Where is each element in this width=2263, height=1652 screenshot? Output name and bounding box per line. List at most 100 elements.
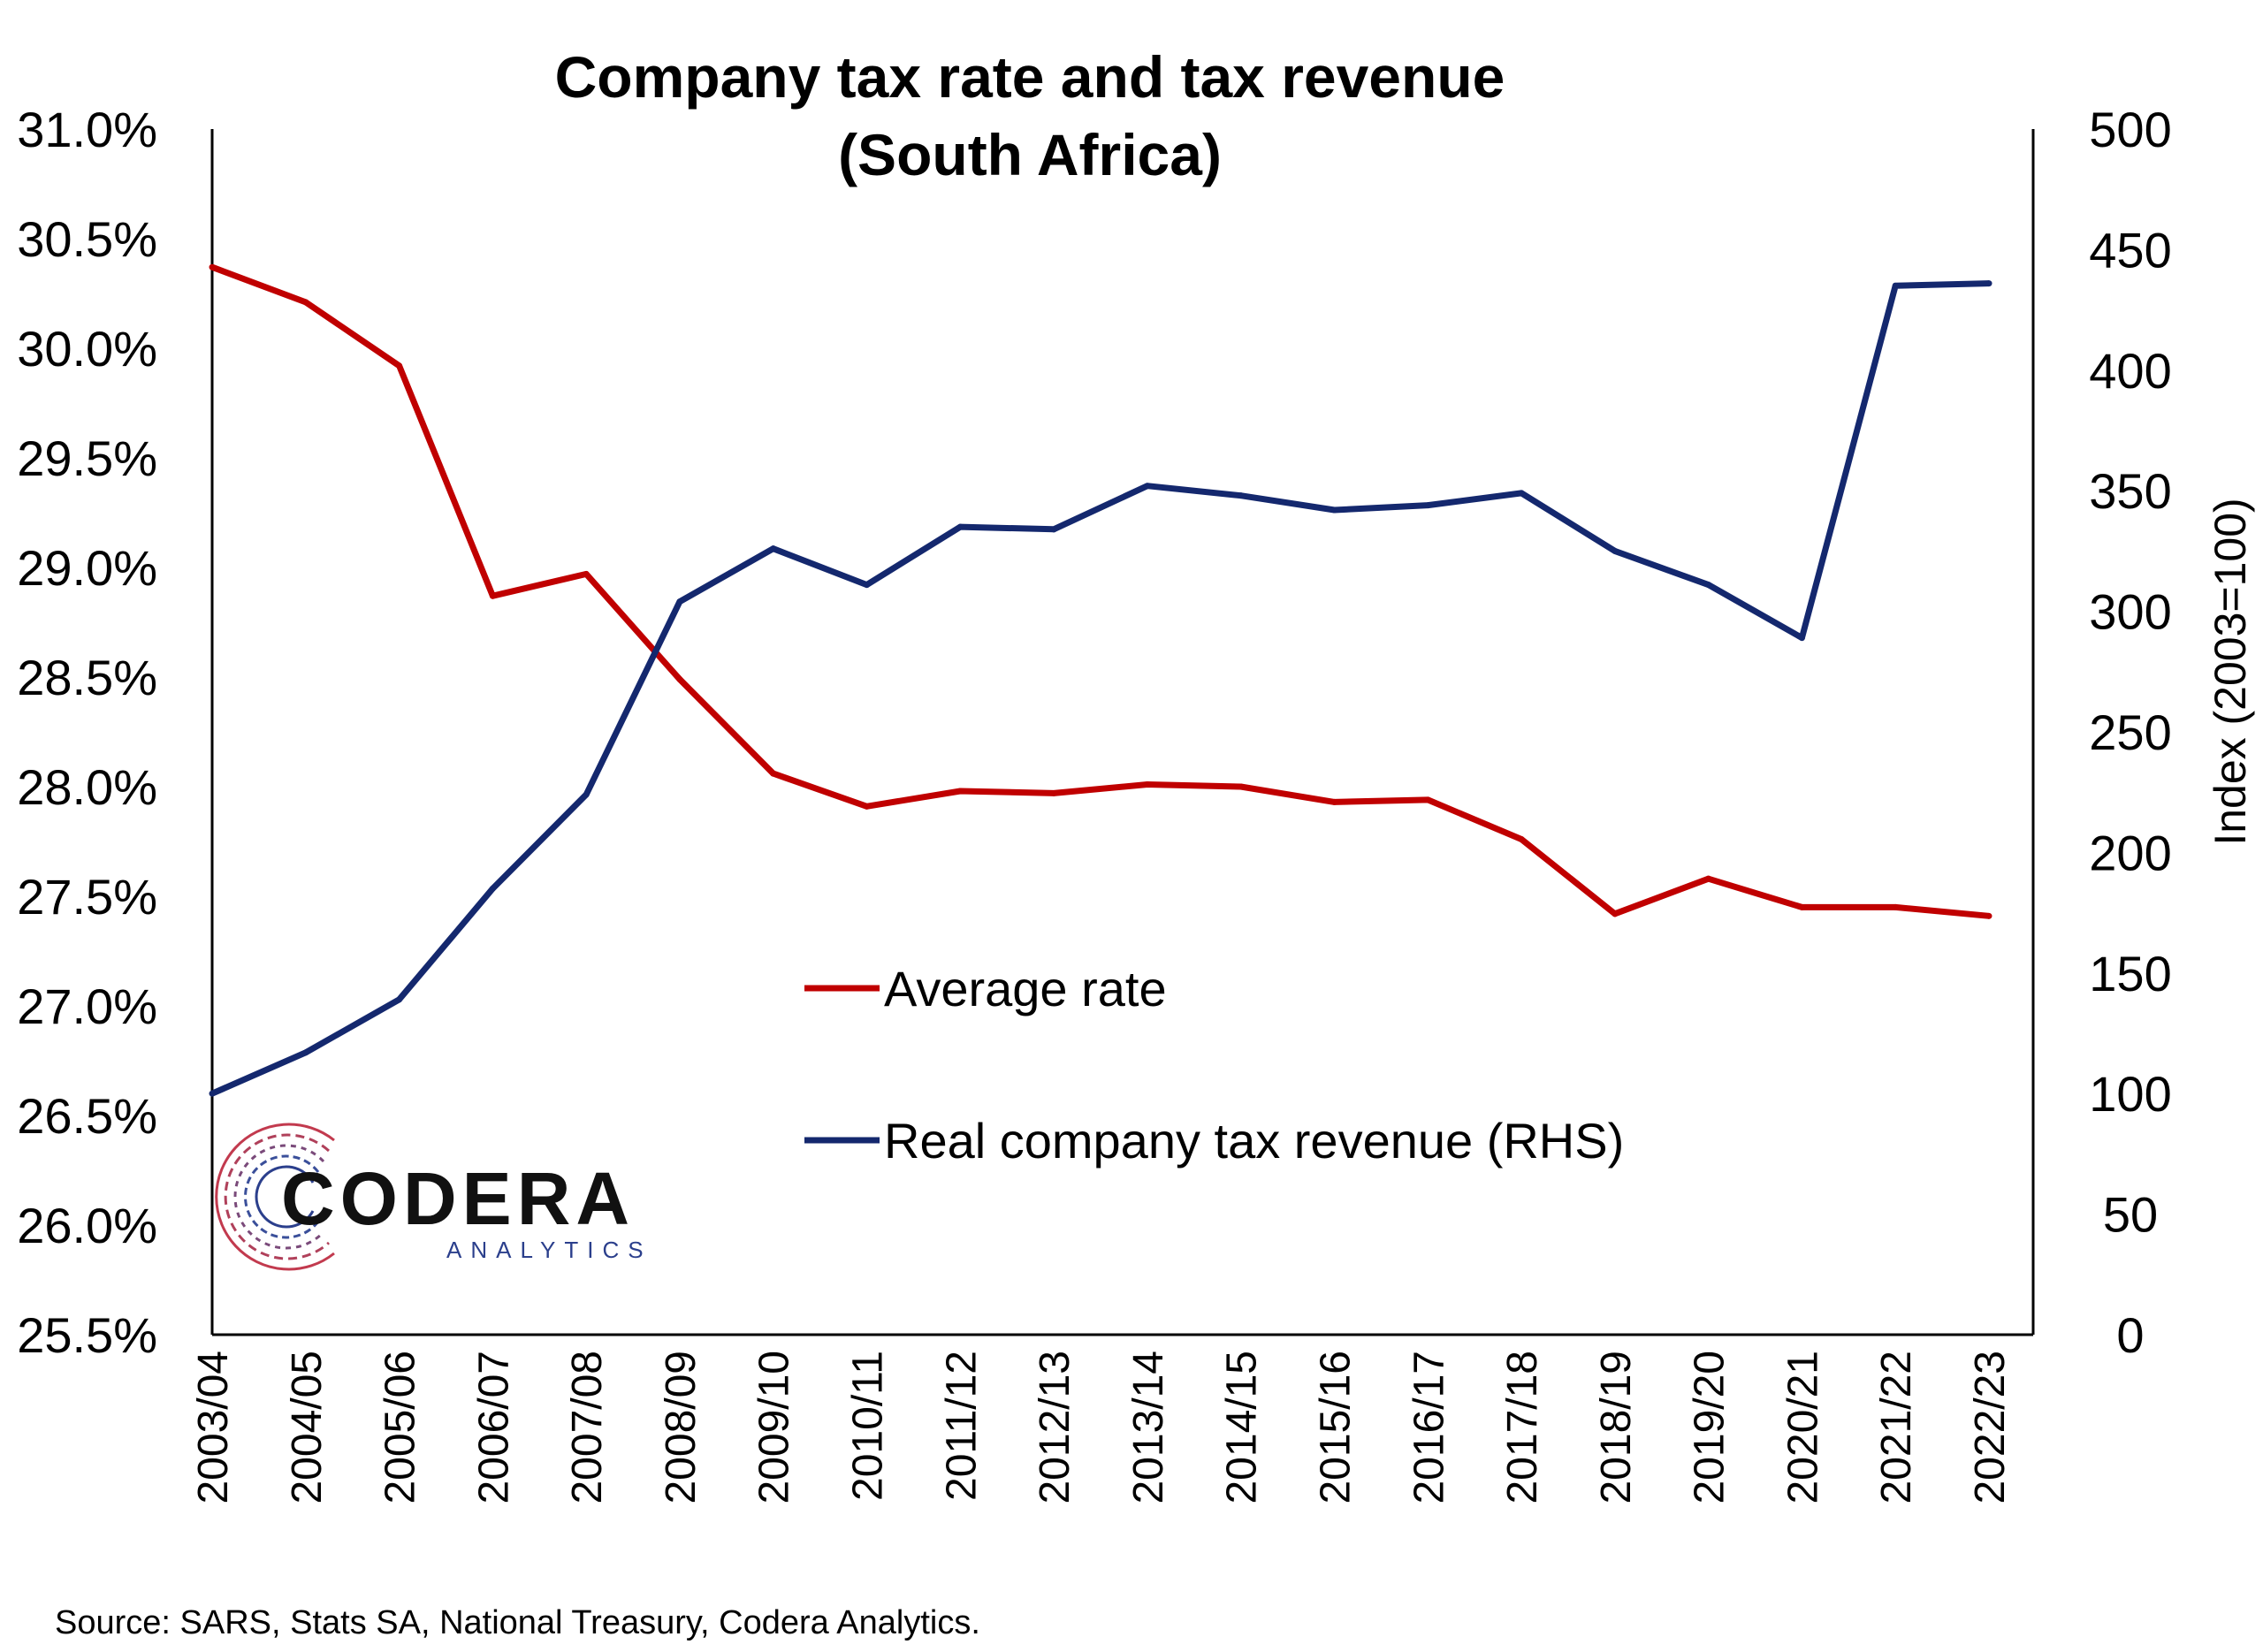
left-tick-label: 29.5% <box>17 430 157 486</box>
chart-title-line-1: Company tax rate and tax revenue <box>555 44 1505 110</box>
right-tick-label: 400 <box>2089 343 2171 399</box>
data-point-average-rate <box>956 788 964 795</box>
x-tick-label: 2018/19 <box>1593 1351 1640 1504</box>
data-point-average-rate <box>1330 798 1337 805</box>
right-tick-label: 250 <box>2089 704 2171 760</box>
right-tick-label: 150 <box>2089 946 2171 1001</box>
data-point-average-rate <box>1424 796 1431 803</box>
left-axis-ticks: 25.5% 26.0% 26.5% 27.0% 27.5% 28.0% 28.5% 29.0%… <box>17 102 157 1363</box>
series-layer <box>209 263 1993 1097</box>
x-tick-label: 2004/05 <box>284 1351 331 1504</box>
x-tick-label: 2021/22 <box>1873 1351 1920 1504</box>
x-axis-ticks: 2003/04 2004/05 2005/06 2006/07 2007/08 2008/… <box>190 1351 2014 1504</box>
x-tick-label: 2016/17 <box>1406 1351 1452 1504</box>
chart-title-line-2: (South Africa) <box>838 122 1222 187</box>
data-point-average-rate <box>489 592 496 599</box>
left-tick-label: 26.0% <box>17 1198 157 1253</box>
right-tick-label: 300 <box>2089 584 2171 640</box>
legend: Average rate Real company tax revenue (R… <box>804 961 1624 1169</box>
data-point-average-rate <box>396 362 403 369</box>
right-tick-label: 200 <box>2089 825 2171 880</box>
x-tick-label: 2014/15 <box>1219 1351 1266 1504</box>
data-point-real-revenue <box>864 582 871 589</box>
x-tick-label: 2006/07 <box>470 1351 517 1504</box>
data-point-average-rate <box>1050 789 1057 796</box>
x-tick-label: 2020/21 <box>1779 1351 1826 1504</box>
data-point-real-revenue <box>302 1049 309 1056</box>
data-point-average-rate <box>1518 836 1525 843</box>
data-point-real-revenue <box>1144 483 1151 490</box>
x-tick-label: 2009/10 <box>751 1351 798 1504</box>
legend-label-average-rate: Average rate <box>884 961 1167 1016</box>
data-point-real-revenue <box>1050 526 1057 533</box>
left-tick-label: 28.0% <box>17 759 157 815</box>
x-tick-label: 2008/09 <box>658 1351 705 1504</box>
right-tick-label: 100 <box>2089 1066 2171 1122</box>
series-line-average-rate <box>210 263 1990 919</box>
x-tick-label: 2005/06 <box>377 1351 424 1504</box>
x-tick-label: 2017/18 <box>1499 1351 1546 1504</box>
data-point-average-rate <box>1705 875 1712 882</box>
right-tick-label: 500 <box>2089 102 2171 157</box>
left-tick-label: 25.5% <box>17 1307 157 1363</box>
x-tick-label: 2010/11 <box>845 1351 892 1501</box>
chart-title: Company tax rate and tax revenue (South … <box>555 44 1505 187</box>
x-tick-label: 2003/04 <box>190 1351 237 1504</box>
data-point-real-revenue <box>1798 635 1805 642</box>
data-point-average-rate <box>864 803 871 810</box>
data-point-average-rate <box>770 770 777 777</box>
left-tick-label: 28.5% <box>17 650 157 705</box>
x-tick-label: 2007/08 <box>564 1351 611 1504</box>
data-point-real-revenue <box>1705 582 1712 589</box>
left-tick-label: 29.0% <box>17 540 157 596</box>
left-tick-label: 26.5% <box>17 1088 157 1144</box>
data-point-average-rate <box>676 675 683 682</box>
x-tick-label: 2019/20 <box>1687 1351 1733 1504</box>
data-point-real-revenue <box>1612 547 1619 554</box>
right-axis-ticks: 0 50 100 150 200 250 300 350 400 450 500 <box>2089 102 2171 1363</box>
data-point-average-rate <box>302 299 309 306</box>
legend-label-real-revenue: Real company tax revenue (RHS) <box>884 1113 1624 1169</box>
x-tick-label: 2015/16 <box>1312 1351 1359 1504</box>
data-point-real-revenue <box>1985 280 1993 287</box>
codera-logo: CODERA ANALYTICS <box>215 1123 652 1271</box>
data-point-average-rate <box>1238 783 1245 790</box>
right-tick-label: 450 <box>2089 222 2171 278</box>
data-point-average-rate <box>1144 781 1151 788</box>
data-point-average-rate <box>1798 903 1805 910</box>
left-tick-label: 30.0% <box>17 321 157 377</box>
right-tick-label: 50 <box>2103 1187 2158 1243</box>
logo-wordmark: CODERA <box>281 1157 635 1240</box>
logo-mark-icon <box>215 1123 335 1271</box>
data-point-real-revenue <box>209 1090 216 1097</box>
data-point-real-revenue <box>396 996 403 1003</box>
logo-tagline: ANALYTICS <box>446 1237 652 1263</box>
series-line-real-revenue <box>210 280 1990 1097</box>
left-tick-label: 30.5% <box>17 211 157 267</box>
data-point-average-rate <box>1985 912 1993 919</box>
left-tick-label: 27.5% <box>17 869 157 925</box>
left-tick-label: 31.0% <box>17 102 157 157</box>
data-point-real-revenue <box>956 523 964 530</box>
data-point-real-revenue <box>489 885 496 892</box>
data-point-average-rate <box>1892 903 1899 910</box>
x-tick-label: 2022/23 <box>1967 1351 2014 1504</box>
data-point-real-revenue <box>1892 282 1899 289</box>
data-point-real-revenue <box>583 791 590 798</box>
source-note: Source: SARS, Stats SA, National Treasur… <box>55 1604 980 1641</box>
left-tick-label: 27.0% <box>17 978 157 1034</box>
x-tick-label: 2012/13 <box>1032 1351 1078 1504</box>
right-tick-label: 350 <box>2089 463 2171 519</box>
data-point-real-revenue <box>1518 490 1525 497</box>
data-point-real-revenue <box>770 545 777 552</box>
data-point-average-rate <box>583 570 590 577</box>
right-tick-label: 0 <box>2116 1307 2144 1363</box>
data-point-real-revenue <box>1424 502 1431 509</box>
data-point-real-revenue <box>1238 492 1245 499</box>
data-point-real-revenue <box>1330 506 1337 514</box>
x-tick-label: 2013/14 <box>1125 1351 1172 1504</box>
data-point-average-rate <box>209 263 216 270</box>
x-tick-label: 2011/12 <box>938 1351 985 1501</box>
data-point-average-rate <box>1612 910 1619 917</box>
